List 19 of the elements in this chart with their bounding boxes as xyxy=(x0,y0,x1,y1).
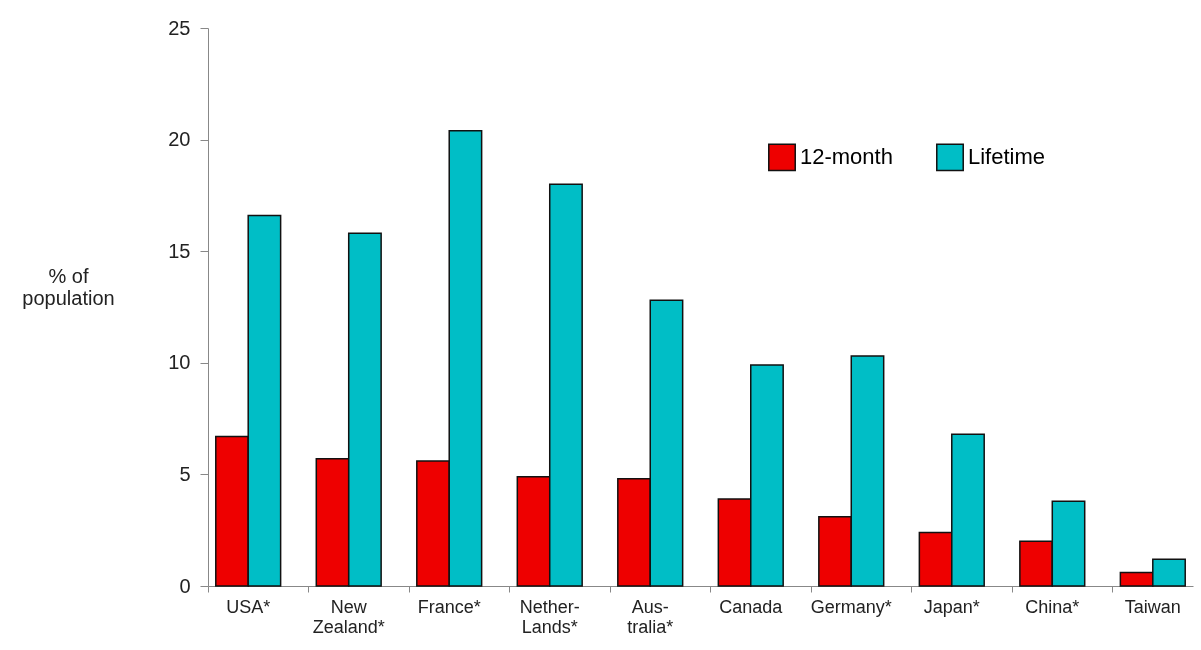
legend-label: 12-month xyxy=(800,144,893,170)
y-tick-label: 15 xyxy=(168,239,191,262)
y-tick-label: 25 xyxy=(168,16,191,39)
x-tick-label: New Zealand* xyxy=(312,596,385,637)
y-axis-title: % of population xyxy=(22,264,115,309)
x-tick-label: France* xyxy=(417,596,481,617)
y-tick-label: 0 xyxy=(179,574,191,597)
y-tick-label: 5 xyxy=(179,462,191,485)
y-tick-label: 20 xyxy=(168,128,191,151)
x-tick-label: China* xyxy=(1025,596,1080,617)
x-tick-label: Aus-tralia* xyxy=(627,596,674,637)
x-tick-label: Nether-Lands* xyxy=(519,596,580,637)
x-tick-label: USA* xyxy=(226,596,271,617)
x-tick-label: Japan* xyxy=(923,596,980,617)
x-tick-label: Germany* xyxy=(810,596,892,617)
x-tick-label: Canada xyxy=(719,596,784,617)
legend-label: Lifetime xyxy=(968,144,1046,170)
x-tick-label: Taiwan xyxy=(1124,596,1181,617)
y-tick-label: 10 xyxy=(168,351,191,374)
